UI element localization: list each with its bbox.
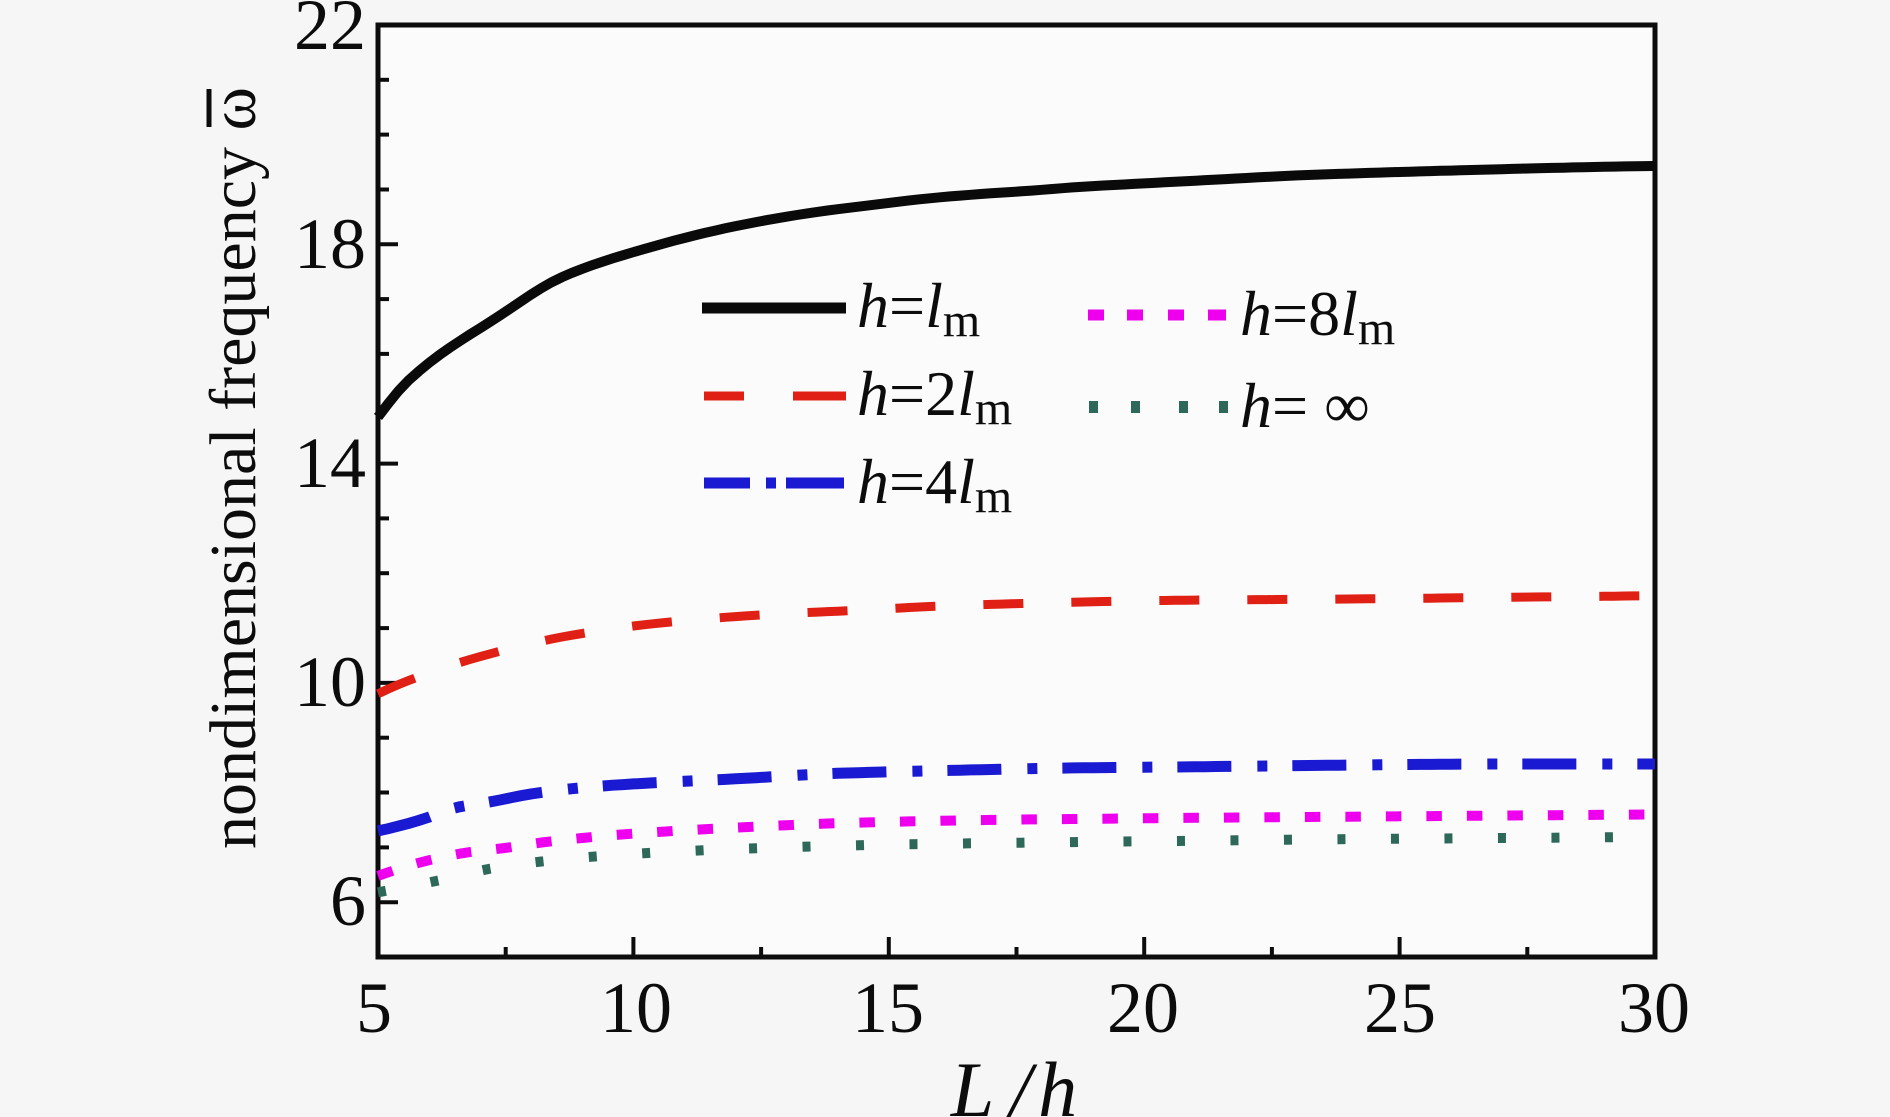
svg-text:22: 22 bbox=[294, 0, 366, 65]
svg-text:18: 18 bbox=[294, 204, 366, 284]
svg-text:6: 6 bbox=[330, 861, 366, 941]
svg-text:25: 25 bbox=[1364, 968, 1436, 1048]
svg-text:h=4lm: h=4lm bbox=[857, 446, 1012, 523]
svg-text:30: 30 bbox=[1618, 968, 1690, 1048]
svg-text:L / h: L / h bbox=[950, 1046, 1077, 1117]
svg-text:14: 14 bbox=[294, 423, 366, 503]
svg-text:10: 10 bbox=[600, 968, 672, 1048]
svg-text:10: 10 bbox=[294, 642, 366, 722]
svg-text:20: 20 bbox=[1107, 968, 1179, 1048]
svg-text:15: 15 bbox=[852, 968, 924, 1048]
svg-text:5: 5 bbox=[356, 968, 392, 1048]
svg-text:h= ∞: h= ∞ bbox=[1240, 370, 1370, 441]
svg-text:nondimensional frequency ω: nondimensional frequency ω bbox=[197, 87, 270, 849]
